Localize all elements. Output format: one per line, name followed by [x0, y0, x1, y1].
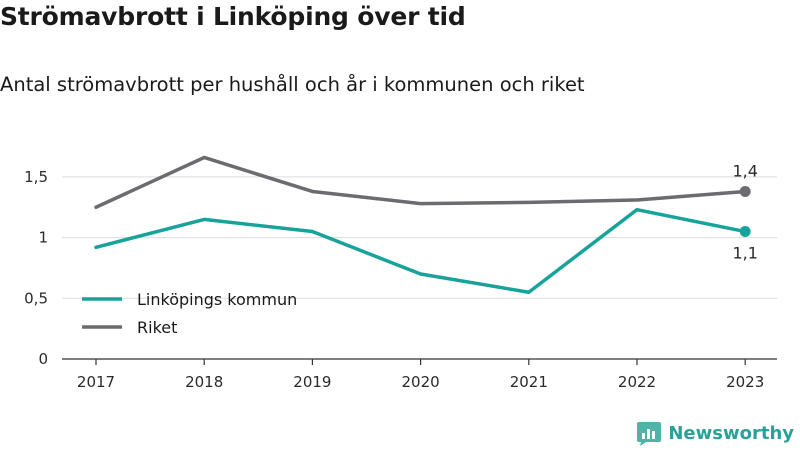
- y-axis-ticks: 0 0,5 1 1,5: [24, 168, 48, 368]
- data-labels: 1,1 1,4: [732, 161, 757, 262]
- series-lines: [94, 155, 751, 294]
- legend: Linköpings kommun Riket: [82, 290, 297, 337]
- gridlines: [62, 176, 777, 299]
- y-tick-label: 0,5: [24, 289, 48, 307]
- end-value-label: 1,4: [732, 161, 757, 180]
- chart-title: Strömavbrott i Linköping över tid: [0, 2, 466, 31]
- x-tick-label: 2019: [293, 373, 331, 391]
- y-tick-label: 1: [38, 229, 48, 247]
- x-tick-label: 2022: [618, 373, 656, 391]
- x-tick-label: 2018: [185, 373, 223, 391]
- x-tick-label: 2020: [402, 373, 440, 391]
- y-tick-label: 0: [38, 350, 48, 368]
- chart-subtitle: Antal strömavbrott per hushåll och år i …: [0, 73, 585, 96]
- end-point-marker: [739, 185, 751, 197]
- end-value-label: 1,1: [732, 244, 757, 263]
- legend-label: Linköpings kommun: [137, 290, 297, 309]
- x-tick-label: 2023: [726, 373, 764, 391]
- y-tick-label: 1,5: [24, 168, 48, 186]
- series-line: [94, 155, 747, 209]
- brand-name: Newsworthy: [668, 422, 794, 444]
- end-point-marker: [739, 226, 751, 238]
- legend-label: Riket: [137, 318, 177, 337]
- newsworthy-chart-icon: [637, 422, 662, 446]
- x-axis: 2017 2018 2019 2020 2021 2022 2023: [62, 358, 777, 391]
- series-line: [94, 207, 747, 294]
- newsworthy-logo: Newsworthy: [636, 420, 794, 446]
- x-tick-label: 2021: [510, 373, 548, 391]
- x-tick-label: 2017: [77, 373, 115, 391]
